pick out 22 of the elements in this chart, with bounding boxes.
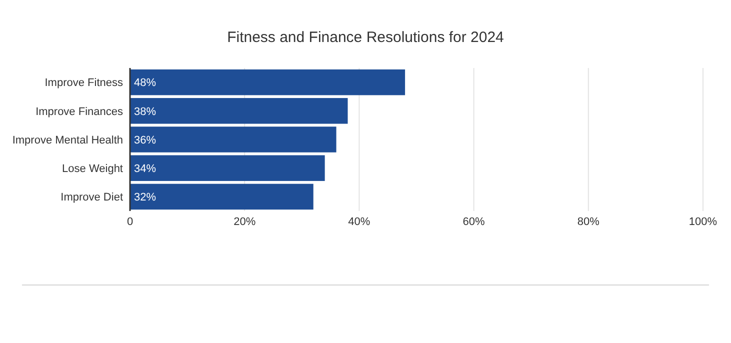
bar: [130, 184, 314, 210]
y-tick-label: Improve Diet: [60, 192, 123, 204]
x-tick-label: 60%: [462, 216, 486, 228]
bar: [130, 155, 325, 181]
bar: [130, 126, 336, 152]
x-tick-label: 80%: [577, 216, 600, 228]
y-tick-label: Lose Weight: [62, 162, 123, 175]
bar: [130, 98, 348, 124]
x-tick-label: 20%: [234, 216, 256, 228]
chart-title: Fitness and Finance Resolutions for 2024: [227, 29, 504, 46]
data-label: 36%: [134, 134, 156, 146]
data-label: 34%: [134, 162, 156, 175]
y-tick-label: Improve Fitness: [44, 77, 124, 90]
x-tick-label: 0: [126, 216, 134, 228]
y-tick-label: Improve Finances: [36, 106, 124, 118]
data-label: 38%: [134, 106, 156, 118]
bar: [130, 69, 406, 96]
data-label: 32%: [134, 192, 156, 204]
data-label: 48%: [134, 77, 156, 90]
y-tick-label: Improve Mental Health: [12, 134, 123, 146]
x-tick-label: 100%: [688, 216, 718, 228]
x-tick-label: 40%: [348, 216, 370, 228]
